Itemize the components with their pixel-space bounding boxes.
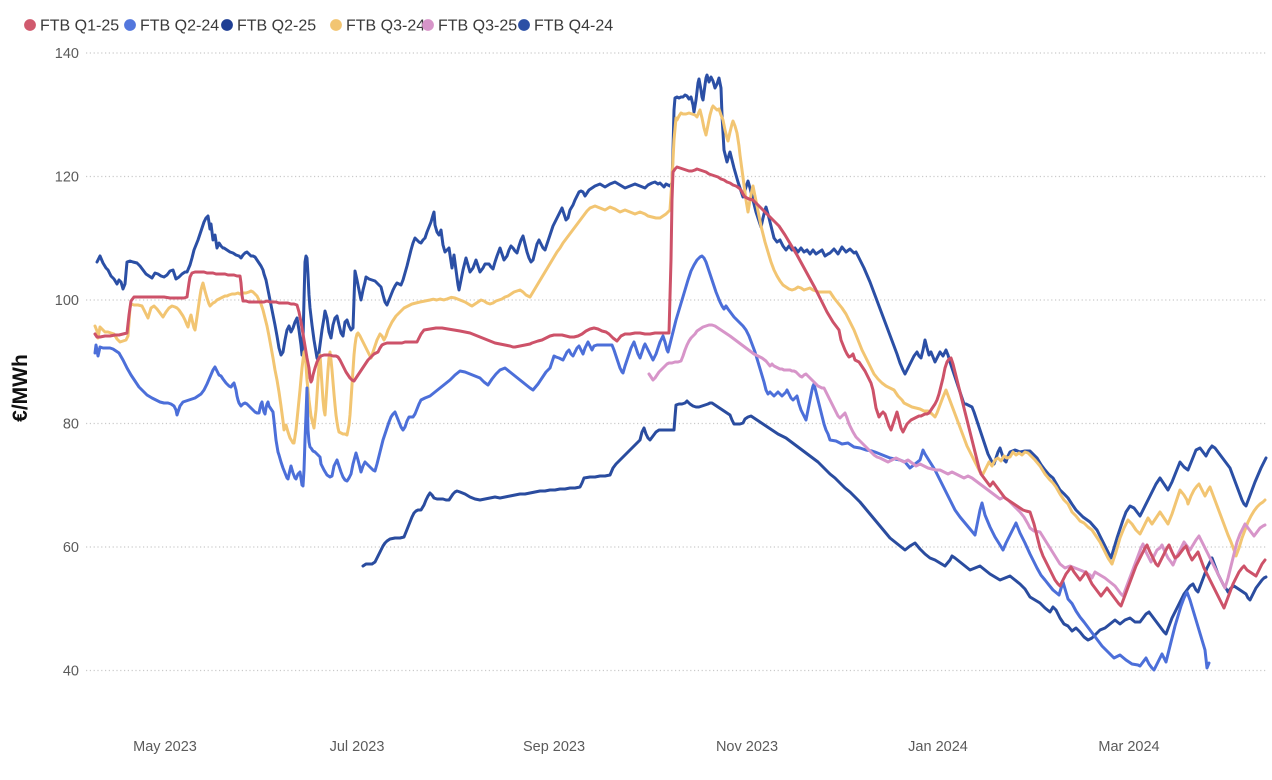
svg-text:40: 40 — [63, 664, 79, 680]
svg-text:80: 80 — [63, 417, 79, 433]
svg-text:Mar 2024: Mar 2024 — [1098, 739, 1159, 755]
svg-text:Jan 2024: Jan 2024 — [908, 739, 968, 755]
svg-text:60: 60 — [63, 540, 79, 556]
svg-text:FTB Q2-25: FTB Q2-25 — [237, 18, 316, 35]
svg-text:May 2023: May 2023 — [133, 739, 197, 755]
svg-text:140: 140 — [55, 46, 79, 62]
svg-text:FTB Q3-24: FTB Q3-24 — [346, 18, 425, 35]
svg-text:FTB Q1-25: FTB Q1-25 — [40, 18, 119, 35]
svg-text:FTB Q4-24: FTB Q4-24 — [534, 18, 613, 35]
svg-text:FTB Q2-24: FTB Q2-24 — [140, 18, 219, 35]
svg-text:120: 120 — [55, 170, 79, 186]
svg-text:€/MWh: €/MWh — [9, 354, 32, 422]
svg-text:Sep 2023: Sep 2023 — [523, 739, 585, 755]
svg-text:100: 100 — [55, 293, 79, 309]
svg-text:Jul 2023: Jul 2023 — [330, 739, 385, 755]
svg-text:FTB Q3-25: FTB Q3-25 — [438, 18, 517, 35]
svg-text:Nov 2023: Nov 2023 — [716, 739, 778, 755]
